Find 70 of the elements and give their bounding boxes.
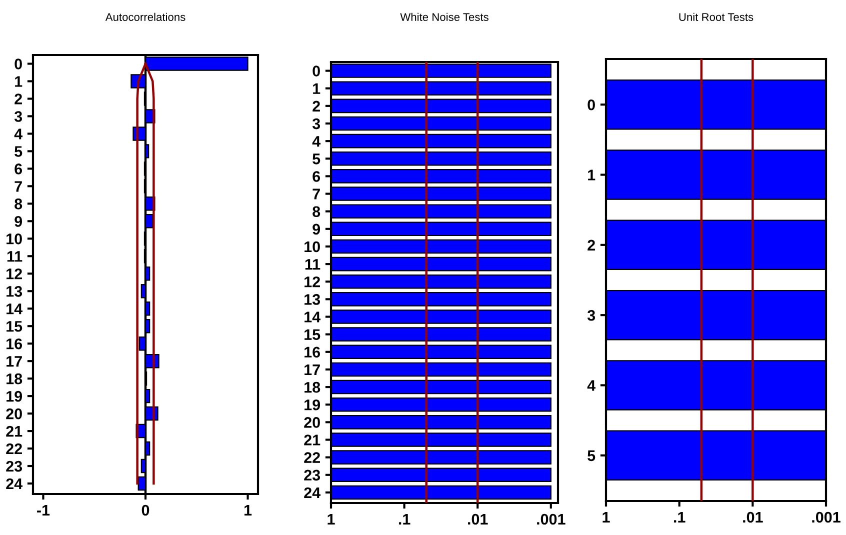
y-tick-label: 5 — [588, 450, 596, 462]
y-tick-label: 2 — [588, 240, 595, 250]
y-tick-label: 3 — [312, 118, 320, 130]
x-tick-label: 1 — [244, 504, 252, 516]
y-tick-label: 10 — [304, 241, 320, 252]
y-tick-label: 11 — [7, 251, 22, 262]
y-tick-label: 19 — [6, 390, 22, 402]
y-tick-label: 10 — [6, 234, 22, 244]
y-tick-label: 6 — [312, 171, 320, 182]
x-tick-label: .1 — [674, 512, 686, 522]
y-tick-label: 4 — [312, 136, 320, 147]
y-tick-label: 16 — [6, 338, 22, 350]
y-tick-label: 17 — [304, 364, 320, 376]
y-tick-label: 4 — [14, 128, 22, 140]
y-tick-label: 5 — [14, 146, 22, 157]
y-tick-label: 12 — [304, 276, 320, 288]
y-tick-label: 19 — [304, 399, 320, 410]
y-tick-label: 24 — [304, 487, 321, 498]
x-tick-label: .001 — [537, 514, 566, 525]
y-tick-label: 22 — [304, 452, 320, 463]
y-tick-label: 18 — [6, 373, 22, 384]
y-tick-label: 4 — [587, 380, 596, 391]
y-tick-label: 1 — [588, 170, 596, 180]
y-tick-label: 8 — [14, 198, 22, 210]
y-tick-label: 9 — [14, 216, 22, 227]
x-tick-label: 1 — [602, 512, 610, 522]
chart-title: Autocorrelations — [105, 12, 186, 21]
y-tick-label: 12 — [6, 268, 22, 280]
y-tick-label: 0 — [312, 66, 320, 76]
x-tick-label: .01 — [468, 514, 488, 525]
y-tick-label: 24 — [6, 478, 23, 490]
y-tick-label: 2 — [312, 100, 320, 112]
y-tick-label: 2 — [14, 94, 22, 104]
y-tick-label: 6 — [14, 164, 22, 174]
y-tick-label: 0 — [14, 58, 22, 70]
y-tick-label: 23 — [6, 460, 22, 472]
y-tick-label: 23 — [304, 470, 320, 481]
y-tick-label: 11 — [305, 259, 320, 270]
y-tick-label: 14 — [304, 312, 321, 322]
y-tick-label: 3 — [587, 310, 596, 321]
y-tick-label: 20 — [6, 408, 22, 420]
x-tick-label: 0 — [142, 504, 150, 516]
y-tick-label: 3 — [14, 111, 22, 122]
y-tick-label: 8 — [312, 206, 320, 218]
y-tick-label: 21 — [304, 434, 320, 446]
y-tick-label: 1 — [313, 83, 320, 94]
y-tick-label: 14 — [6, 304, 23, 314]
x-tick-label: .1 — [398, 514, 410, 524]
chart-title: White Noise Tests — [400, 12, 488, 21]
y-tick-label: 22 — [6, 443, 22, 454]
y-tick-label: 21 — [6, 426, 22, 437]
y-tick-label: 1 — [15, 76, 22, 87]
x-tick-label: .001 — [812, 512, 840, 523]
y-tick-label: 16 — [304, 346, 320, 358]
y-tick-label: 15 — [304, 329, 320, 340]
y-tick-label: 13 — [304, 294, 320, 305]
y-tick-label: 15 — [6, 321, 22, 332]
y-tick-label: 7 — [312, 188, 320, 200]
y-tick-label: 13 — [6, 286, 22, 297]
x-tick-label: -1 — [37, 504, 50, 516]
x-tick-label: .01 — [743, 512, 763, 523]
y-tick-label: 5 — [312, 154, 320, 164]
y-tick-label: 17 — [6, 356, 22, 367]
y-tick-label: 18 — [304, 382, 320, 393]
y-tick-label: 7 — [14, 181, 22, 192]
chart-title: Unit Root Tests — [679, 12, 754, 21]
x-tick-label: 1 — [328, 514, 335, 524]
y-tick-label: 0 — [588, 99, 595, 110]
y-tick-label: 20 — [304, 417, 320, 428]
y-tick-label: 9 — [312, 224, 320, 235]
